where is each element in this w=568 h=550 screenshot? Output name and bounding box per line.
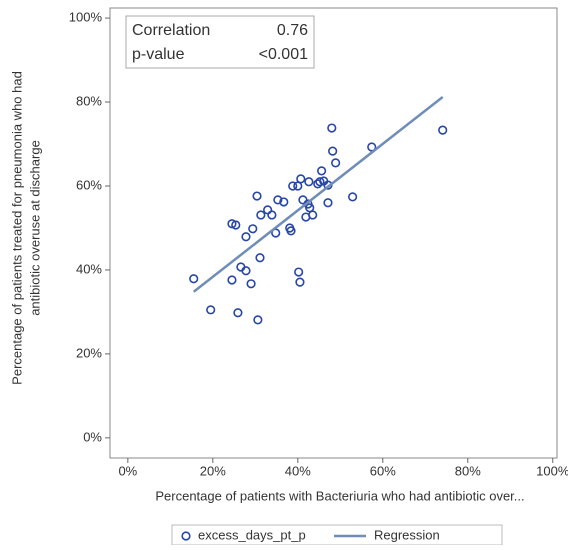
x-tick-label: 100% — [536, 463, 568, 478]
scatter-point — [327, 123, 337, 133]
scatter-point — [308, 210, 318, 220]
scatter-point — [227, 275, 237, 285]
scatter-point — [328, 146, 338, 156]
scatter-point — [279, 197, 289, 207]
stat-value: <0.001 — [259, 46, 308, 63]
y-tick-label: 80% — [76, 93, 102, 108]
scatter-point — [255, 253, 265, 263]
scatter-point — [367, 142, 377, 152]
scatter-point — [241, 266, 251, 276]
x-tick-label: 60% — [370, 463, 396, 478]
x-tick-label: 20% — [200, 463, 226, 478]
scatter-point — [288, 181, 298, 191]
y-tick-label: 20% — [76, 345, 102, 360]
stat-label: p-value — [132, 46, 185, 63]
stats-box — [125, 15, 315, 69]
scatter-point — [248, 224, 258, 234]
scatter-point — [317, 166, 327, 176]
legend-label: Regression — [374, 527, 440, 542]
scatter-point — [189, 274, 199, 284]
scatter-point — [241, 232, 251, 242]
scatter-point — [323, 198, 333, 208]
scatter-point — [253, 315, 263, 325]
x-tick-label: 40% — [285, 463, 311, 478]
stat-label: Correlation — [132, 22, 210, 39]
x-axis-title: Percentage of patients with Bacteriuria … — [155, 488, 524, 503]
scatter-point — [298, 195, 308, 205]
x-tick-label: 0% — [118, 463, 137, 478]
y-tick-label: 60% — [76, 177, 102, 192]
scatter-point — [304, 177, 314, 187]
scatter-point — [296, 174, 306, 184]
y-axis-title: antibiotic overuse at discharge — [27, 140, 42, 316]
scatter-point — [331, 158, 341, 168]
y-axis-title: Percentage of patients treated for pneum… — [9, 71, 24, 385]
legend-symbol — [181, 531, 191, 541]
scatter-point — [231, 220, 241, 230]
y-tick-label: 100% — [69, 10, 103, 25]
scatter-point — [295, 277, 305, 287]
stat-value: 0.76 — [277, 22, 308, 39]
scatter-point — [256, 210, 266, 220]
legend-label: excess_days_pt_p — [198, 527, 306, 542]
plot-frame — [109, 7, 558, 459]
scatter-point — [294, 267, 304, 277]
scatter-point — [348, 192, 358, 202]
scatter-point — [267, 210, 277, 220]
scatter-point — [273, 195, 283, 205]
scatter-point — [246, 279, 256, 289]
scatter-point — [438, 125, 448, 135]
regression-line — [192, 96, 444, 293]
scatter-point — [233, 308, 243, 318]
y-tick-label: 40% — [76, 261, 102, 276]
scatter-point — [206, 305, 216, 315]
scatter-point — [252, 191, 262, 201]
scatter-point — [263, 205, 273, 215]
y-tick-label: 0% — [83, 429, 102, 444]
scatter-point — [315, 177, 325, 187]
scatter-point — [286, 226, 296, 236]
x-tick-label: 80% — [455, 463, 481, 478]
